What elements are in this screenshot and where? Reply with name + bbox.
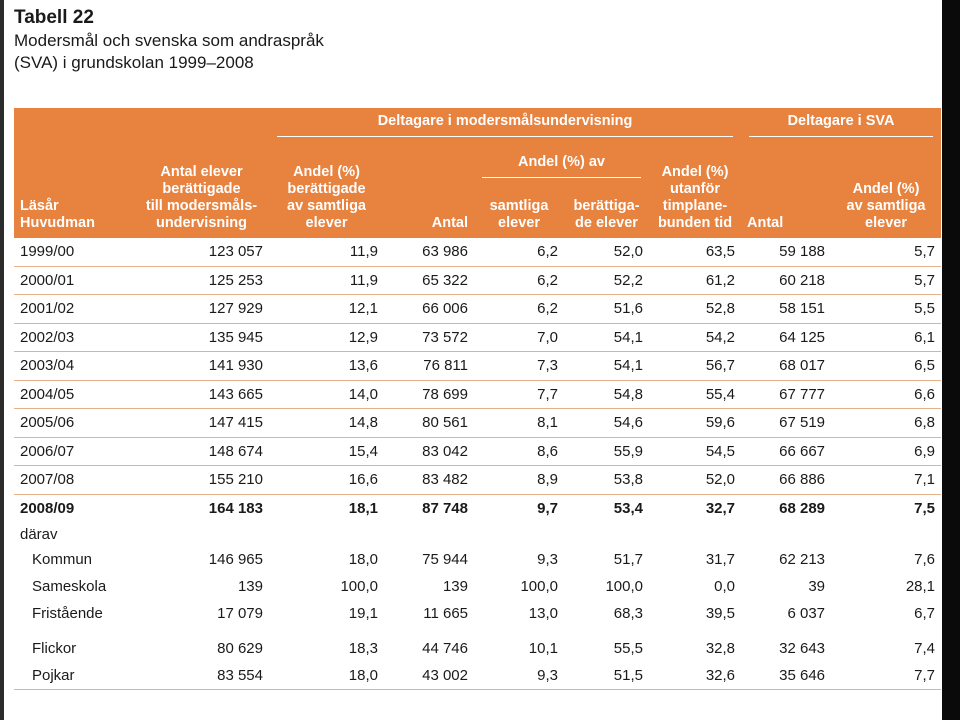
header-lasar: Läsår Huvudman — [14, 142, 134, 238]
table-row-darav: därav — [20, 525, 58, 543]
table-row: Pojkar 83 554 18,0 43 002 9,3 51,5 32,6 35 646 7… — [14, 662, 942, 690]
table-row-total: 2008/09 164 183 18,1 87 748 9,7 53,4 32,7 68 28… — [20, 499, 936, 517]
table-row: Kommun 146 965 18,0 75 944 9,3 51,7 31,7 62 213… — [32, 551, 936, 568]
table-row: 2005/06 147 415 14,8 80 561 8,1 54,6 59,6 67 51… — [14, 408, 942, 438]
statistics-table-wrapper: Deltagare i modersmålsundervisning Delta… — [14, 108, 942, 690]
left-edge-rule — [0, 0, 4, 720]
header-subgroup-andel: Andel (%) av — [474, 142, 649, 184]
header-sva-andel: Andel (%) av samtliga elever — [831, 142, 942, 238]
table-number: Tabell 22 — [14, 7, 94, 28]
right-edge-bar — [942, 0, 960, 720]
header-subgroup-andel-label: Andel (%) av — [482, 154, 641, 178]
table-row: 2000/01 125 253 11,9 65 322 6,2 52,2 61,2 60 21… — [14, 266, 942, 295]
header-samtliga-elever: samtliga elever — [474, 184, 564, 238]
header-berattigade-elever: berättiga- de elever — [564, 184, 649, 238]
table-row: 2002/03 135 945 12,9 73 572 7,0 54,1 54,2 64 12… — [14, 323, 942, 352]
header-group-sva: Deltagare i SVA — [741, 108, 942, 142]
table-caption-line-1: Modersmål och svenska som andraspråk — [14, 31, 324, 50]
header-group-sva-label: Deltagare i SVA — [749, 113, 934, 137]
statistics-table: Deltagare i modersmålsundervisning Delta… — [14, 108, 942, 690]
header-sva-antal: Antal — [741, 142, 832, 238]
table-row: Fristående 17 079 19,1 11 665 13,0 68,3 39,5 6 … — [32, 605, 936, 622]
header-antal-elever: Antal elever berättigade till modersmåls… — [134, 142, 269, 238]
table-body: 1999/00 123 057 11,9 63 986 6,2 52,0 63,5 59 18… — [14, 238, 942, 690]
table-row: 2006/07 148 674 15,4 83 042 8,6 55,9 54,5 66 66… — [14, 437, 942, 466]
table-row: Sameskola 139 100,0 139 100,0 100,0 0,0 39 28,1 — [32, 578, 936, 595]
table-title-block: Tabell 22 Modersmål och svenska som andr… — [14, 6, 914, 74]
header-spacer — [14, 108, 134, 142]
header-antal: Antal — [384, 142, 474, 238]
header-andel-berattigade: Andel (%) berättigade av samtliga elever — [269, 142, 384, 238]
table-row: 2001/02 127 929 12,1 66 006 6,2 51,6 52,8 58 15… — [14, 294, 942, 324]
table-row: 2007/08 155 210 16,6 83 482 8,9 53,8 52,0 66 88… — [14, 465, 942, 495]
table-row: Flickor 80 629 18,3 44 746 10,1 55,5 32,8 32 64… — [32, 640, 936, 657]
header-andel-utanfor: Andel (%) utanför timplane- bunden tid — [649, 142, 742, 238]
table-caption-line-2: (SVA) i grundskolan 1999–2008 — [14, 53, 254, 72]
table-row: 1999/00 123 057 11,9 63 986 6,2 52,0 63,5 59 18… — [14, 238, 942, 267]
header-group-modersmal: Deltagare i modersmålsundervisning — [269, 108, 742, 142]
header-group-modersmal-label: Deltagare i modersmålsundervisning — [277, 113, 734, 137]
table-row-gap — [14, 627, 941, 635]
header-spacer — [134, 108, 269, 142]
table-row: 2004/05 143 665 14,0 78 699 7,7 54,8 55,4 67 77… — [14, 380, 942, 409]
table-row: 2003/04 141 930 13,6 76 811 7,3 54,1 56,7 68 01… — [14, 351, 942, 381]
table-header: Deltagare i modersmålsundervisning Delta… — [14, 108, 942, 238]
